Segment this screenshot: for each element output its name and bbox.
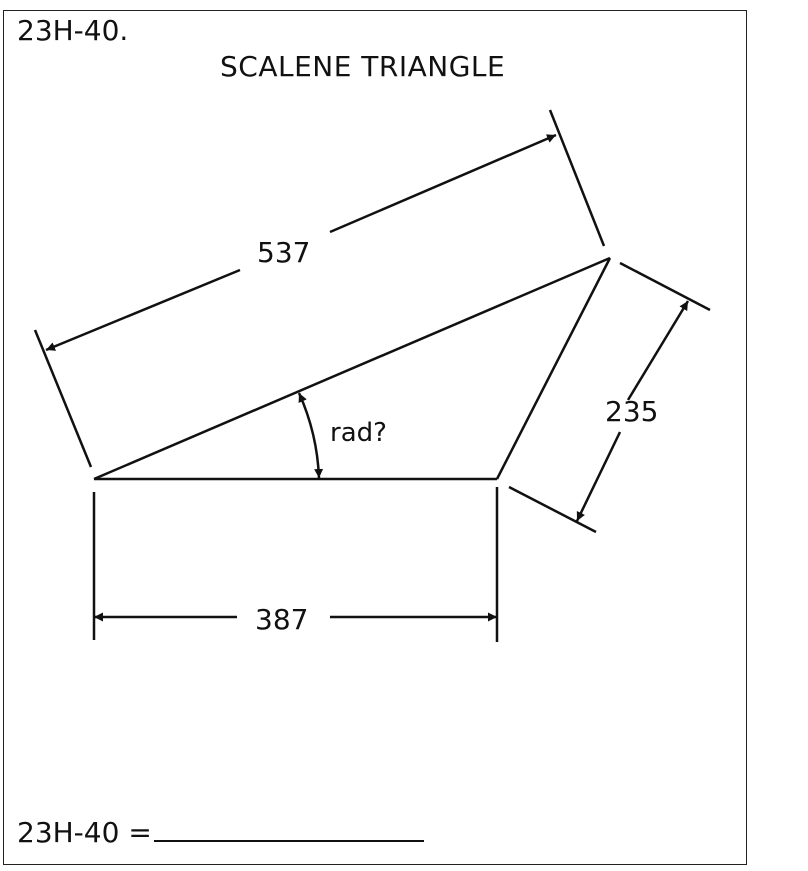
- dimension-235: [508, 261, 711, 534]
- angle-arc: [297, 392, 324, 479]
- triangle-long-side: [93, 256, 611, 481]
- dimension-line-235-up: [626, 300, 690, 401]
- extension-line-right-top: [548, 109, 606, 247]
- answer-blank[interactable]: [153, 814, 424, 842]
- dimension-line-537-right: [329, 133, 557, 234]
- diagram-title: SCALENE TRIANGLE: [220, 50, 506, 83]
- dimension-line-235-down: [575, 431, 622, 522]
- dimension-537: [33, 109, 606, 468]
- dimension-label-235: 235: [605, 395, 658, 428]
- triangle-shape: [93, 256, 612, 481]
- answer-row: 23H-40 =: [17, 814, 424, 850]
- dimension-label-537: 537: [257, 236, 310, 269]
- problem-number: 23H-40.: [17, 14, 129, 47]
- extension-line-upper-right: [619, 261, 711, 312]
- dimension-label-387: 387: [255, 603, 308, 636]
- dimension-line-537-left: [45, 268, 241, 352]
- extension-line-left-top: [33, 329, 93, 468]
- extension-line-lower-right: [508, 485, 597, 534]
- angle-label: rad?: [330, 418, 387, 448]
- triangle-short-side: [495, 257, 612, 480]
- answer-label: 23H-40 =: [17, 816, 152, 849]
- worksheet-frame: [3, 10, 747, 865]
- dimension-387: [92, 487, 499, 642]
